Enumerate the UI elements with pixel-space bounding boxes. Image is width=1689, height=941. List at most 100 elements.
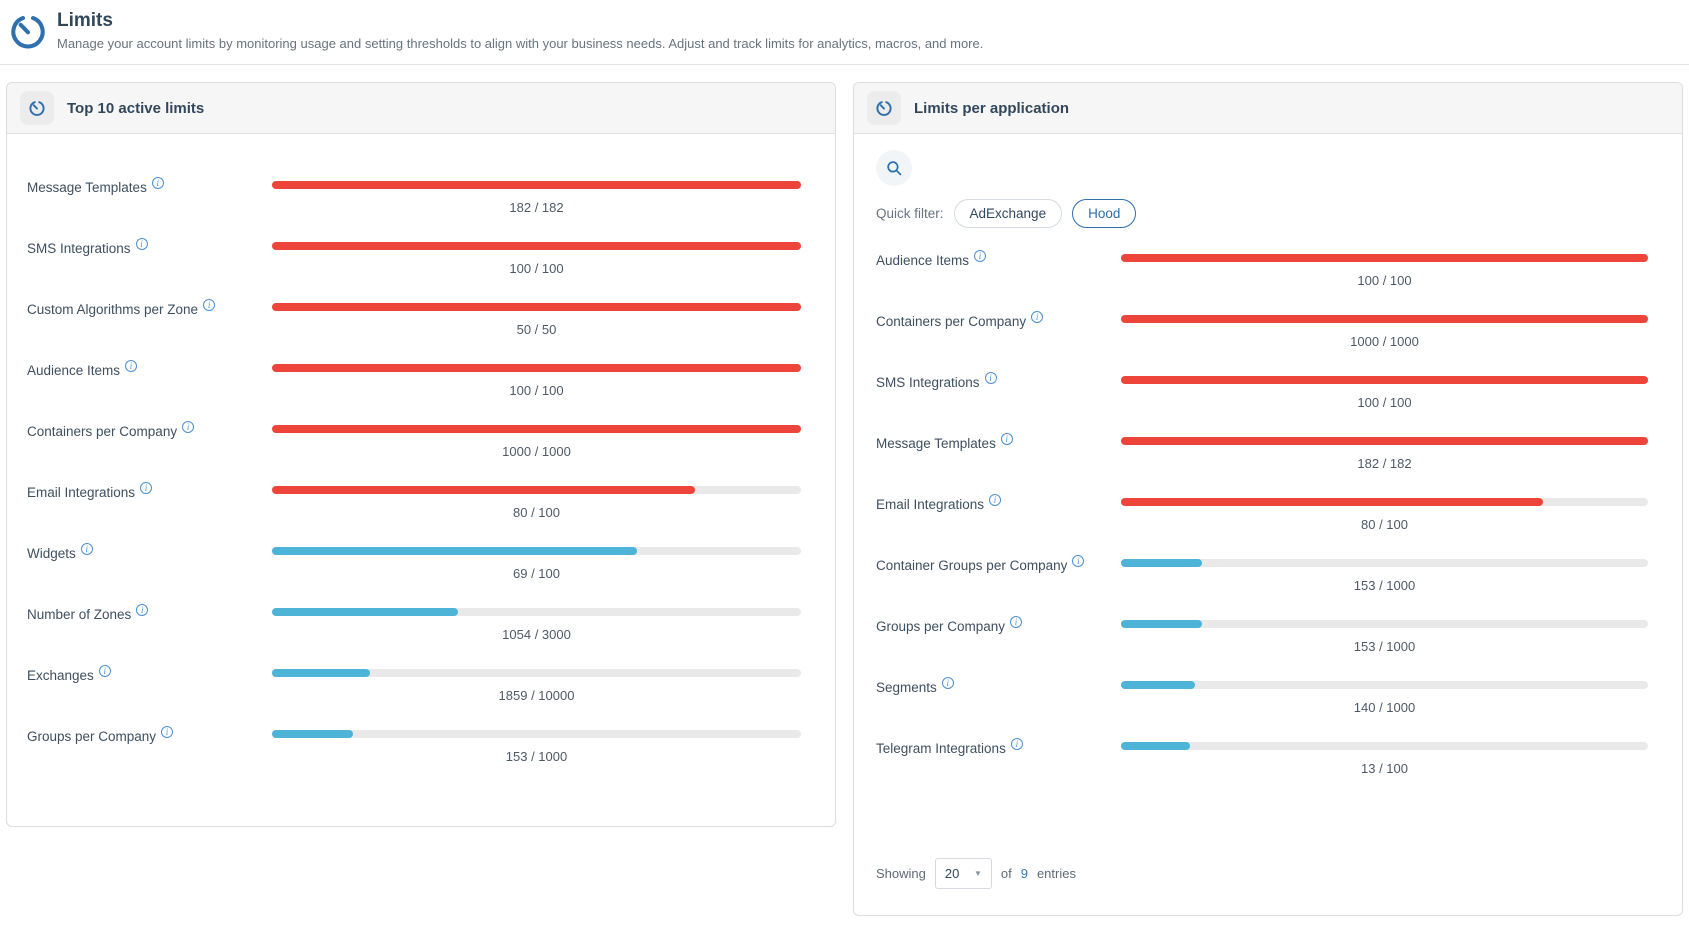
info-icon[interactable]: i bbox=[182, 421, 194, 433]
timer-icon bbox=[867, 91, 901, 125]
quick-filter-pill[interactable]: Hood bbox=[1072, 199, 1136, 228]
app-limits-panel: Limits per application Quick filter: AdE… bbox=[853, 82, 1683, 916]
limit-value: 1859 / 10000 bbox=[272, 688, 801, 703]
limit-row: Message Templatesi 182 / 182 bbox=[27, 176, 801, 237]
progress-bar-track bbox=[272, 242, 801, 250]
limit-row: Widgetsi 69 / 100 bbox=[27, 542, 801, 603]
limit-value: 153 / 1000 bbox=[1121, 639, 1648, 654]
limit-value: 69 / 100 bbox=[272, 566, 801, 581]
limit-label: Custom Algorithms per Zonei bbox=[27, 298, 272, 317]
limit-value: 140 / 1000 bbox=[1121, 700, 1648, 715]
limit-label-text: Email Integrations bbox=[876, 497, 984, 512]
limit-bar-cell: 100 / 100 bbox=[1121, 249, 1648, 288]
limit-row: Segmentsi 140 / 1000 bbox=[876, 676, 1648, 737]
limit-value: 1054 / 3000 bbox=[272, 627, 801, 642]
limit-value: 1000 / 1000 bbox=[1121, 334, 1648, 349]
limit-label: Audience Itemsi bbox=[876, 249, 1121, 268]
progress-bar-track bbox=[272, 303, 801, 311]
info-icon[interactable]: i bbox=[81, 543, 93, 555]
info-icon[interactable]: i bbox=[136, 604, 148, 616]
limit-bar-cell: 80 / 100 bbox=[272, 481, 801, 520]
limit-bar-cell: 153 / 1000 bbox=[272, 725, 801, 764]
info-icon[interactable]: i bbox=[140, 482, 152, 494]
limit-bar-cell: 140 / 1000 bbox=[1121, 676, 1648, 715]
progress-bar-track bbox=[272, 547, 801, 555]
info-icon[interactable]: i bbox=[974, 250, 986, 262]
info-icon[interactable]: i bbox=[99, 665, 111, 677]
limit-label: Email Integrationsi bbox=[27, 481, 272, 500]
limit-label-text: Message Templates bbox=[876, 436, 996, 451]
progress-bar-fill bbox=[272, 181, 801, 189]
progress-bar-track bbox=[1121, 498, 1648, 506]
progress-bar-track bbox=[1121, 620, 1648, 628]
limit-value: 182 / 182 bbox=[1121, 456, 1648, 471]
limit-label: Audience Itemsi bbox=[27, 359, 272, 378]
top-limits-panel-title: Top 10 active limits bbox=[67, 100, 204, 117]
progress-bar-fill bbox=[1121, 498, 1543, 506]
progress-bar-fill bbox=[272, 730, 353, 738]
page-size-select[interactable]: 20 ▼ bbox=[935, 858, 992, 889]
progress-bar-track bbox=[1121, 437, 1648, 445]
info-icon[interactable]: i bbox=[125, 360, 137, 372]
limit-value: 1000 / 1000 bbox=[272, 444, 801, 459]
limit-label-text: SMS Integrations bbox=[876, 375, 980, 390]
top-limits-panel-header: Top 10 active limits bbox=[7, 83, 835, 134]
limit-bar-cell: 100 / 100 bbox=[1121, 371, 1648, 410]
quick-filter-pills: AdExchange Hood bbox=[954, 199, 1137, 228]
limit-label: Containers per Company i bbox=[876, 310, 1121, 329]
limit-row: SMS Integrationsi 100 / 100 bbox=[27, 237, 801, 298]
progress-bar-track bbox=[1121, 315, 1648, 323]
progress-bar-fill bbox=[272, 669, 370, 677]
quick-filter-pill[interactable]: AdExchange bbox=[954, 199, 1063, 228]
limit-label-text: Message Templates bbox=[27, 180, 147, 195]
info-icon[interactable]: i bbox=[161, 726, 173, 738]
limit-bar-cell: 69 / 100 bbox=[272, 542, 801, 581]
limit-label: Container Groups per Company i bbox=[876, 554, 1121, 573]
limit-label: SMS Integrations i bbox=[876, 371, 1121, 390]
info-icon[interactable]: i bbox=[1010, 616, 1022, 628]
info-icon[interactable]: i bbox=[136, 238, 148, 250]
progress-bar-fill bbox=[272, 486, 695, 494]
limit-row: Containers per Companyi 1000 / 1000 bbox=[27, 420, 801, 481]
quick-filter-label: Quick filter: bbox=[876, 206, 944, 221]
limit-label-text: Telegram Integrations bbox=[876, 741, 1006, 756]
progress-bar-track bbox=[272, 486, 801, 494]
info-icon[interactable]: i bbox=[1031, 311, 1043, 323]
info-icon[interactable]: i bbox=[203, 299, 215, 311]
info-icon[interactable]: i bbox=[989, 494, 1001, 506]
info-icon[interactable]: i bbox=[1011, 738, 1023, 750]
info-icon[interactable]: i bbox=[985, 372, 997, 384]
app-limits-body: Quick filter: AdExchange Hood Audience It… bbox=[854, 134, 1682, 915]
limit-label-text: Groups per Company bbox=[27, 729, 156, 744]
progress-bar-fill bbox=[1121, 742, 1190, 750]
top-limits-list: Message Templatesi 182 / 182 SMS Integra… bbox=[7, 134, 835, 826]
limit-value: 80 / 100 bbox=[272, 505, 801, 520]
limit-row: Groups per Companyi 153 / 1000 bbox=[876, 615, 1648, 676]
limit-bar-cell: 80 / 100 bbox=[1121, 493, 1648, 532]
info-icon[interactable]: i bbox=[942, 677, 954, 689]
page-header: Limits Manage your account limits by mon… bbox=[0, 0, 1689, 65]
info-icon[interactable]: i bbox=[1001, 433, 1013, 445]
limit-label-text: Containers per Company bbox=[876, 314, 1026, 329]
progress-bar-track bbox=[1121, 254, 1648, 262]
limit-bar-cell: 182 / 182 bbox=[1121, 432, 1648, 471]
showing-label: Showing bbox=[876, 866, 926, 881]
top-limits-panel: Top 10 active limits Message Templatesi … bbox=[6, 82, 836, 827]
pagination-footer: Showing 20 ▼ of 9 entries bbox=[876, 858, 1648, 889]
limit-row: SMS Integrations i 100 / 100 bbox=[876, 371, 1648, 432]
limit-label: Telegram Integrations i bbox=[876, 737, 1121, 756]
app-limits-panel-header: Limits per application bbox=[854, 83, 1682, 134]
info-icon[interactable]: i bbox=[152, 177, 164, 189]
search-button[interactable] bbox=[876, 150, 912, 186]
page-subtitle: Manage your account limits by monitoring… bbox=[57, 36, 983, 51]
limits-icon bbox=[8, 9, 48, 51]
limit-label: Groups per Companyi bbox=[876, 615, 1121, 634]
panels-container: Top 10 active limits Message Templatesi … bbox=[0, 65, 1689, 933]
info-icon[interactable]: i bbox=[1072, 555, 1084, 567]
limit-label-text: Container Groups per Company bbox=[876, 558, 1067, 573]
app-limits-list: Audience Itemsi 100 / 100 Containers per… bbox=[876, 249, 1648, 798]
page-header-text: Limits Manage your account limits by mon… bbox=[57, 9, 983, 51]
limit-label-text: SMS Integrations bbox=[27, 241, 131, 256]
page-title: Limits bbox=[57, 9, 983, 33]
limit-value: 100 / 100 bbox=[272, 383, 801, 398]
